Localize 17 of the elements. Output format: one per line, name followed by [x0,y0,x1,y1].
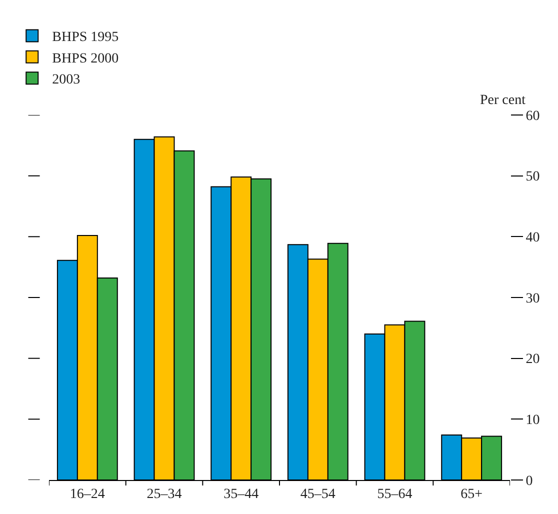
y-tick-label: 50 [526,170,540,185]
legend-label: 2003 [52,72,80,88]
x-tick-label: 16–24 [70,486,105,502]
x-tick-label: 55–64 [377,486,412,502]
legend-label: BHPS 2000 [52,51,119,66]
y-tick-label: 30 [526,291,540,306]
x-tick-label: 65+ [460,486,483,502]
y-tick-label: 0 [526,474,533,489]
y-tick-label: 10 [526,413,540,428]
legend-label: BHPS 1995 [52,30,119,46]
y-tick-label: 40 [526,230,540,246]
y-tick-label: 60 [526,108,540,124]
y-tick-label: 20 [526,352,540,368]
x-tick-label: 25–34 [146,486,182,502]
x-tick-label: 35–44 [224,486,259,502]
y-axis-title: Per cent [480,93,526,108]
x-tick-label: 45–54 [300,486,336,502]
